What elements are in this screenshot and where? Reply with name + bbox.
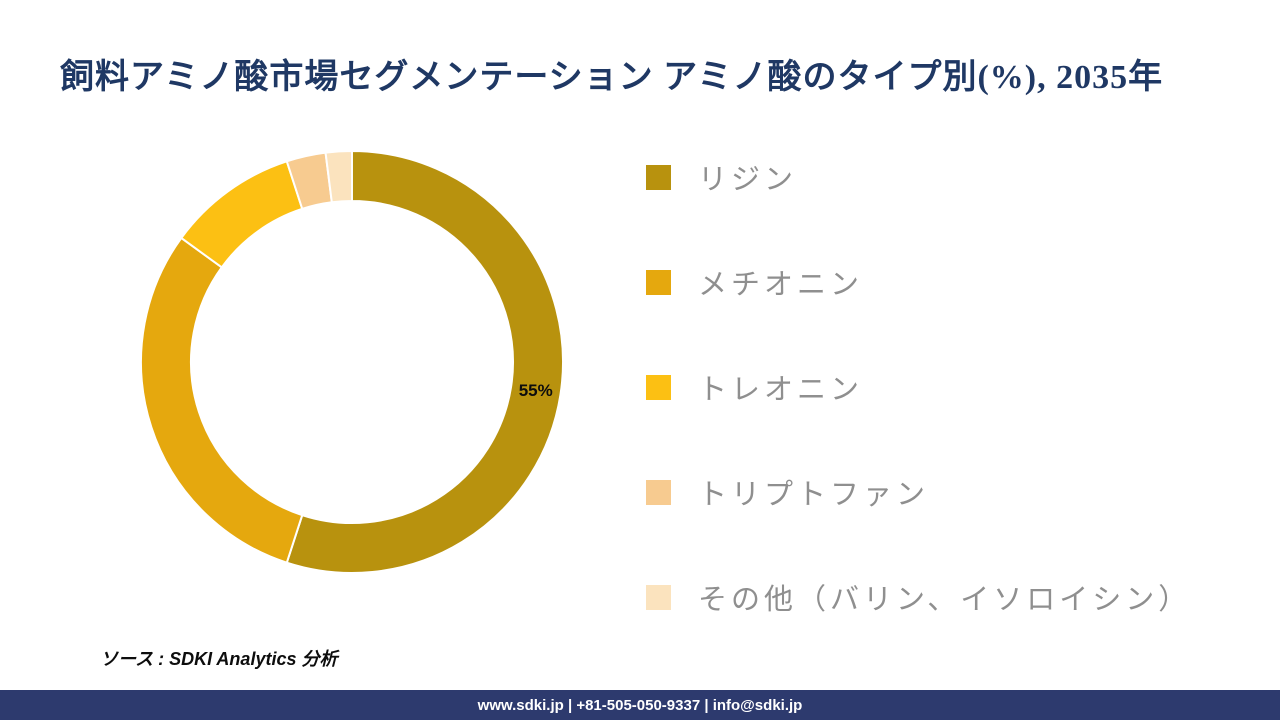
- legend-item-tryptophan: トリプトファン: [646, 471, 1191, 513]
- legend-label: その他（バリン、イソロイシン）: [698, 584, 1192, 616]
- legend-item-threonine: トレオニン: [646, 366, 1191, 408]
- legend-swatch-others-icon: [646, 584, 671, 610]
- legend-label: リジン: [698, 164, 798, 196]
- legend-item-lysine: リジン: [646, 156, 1191, 198]
- slice-data-label: 55%: [518, 381, 553, 401]
- legend-label: トリプトファン: [698, 479, 930, 511]
- donut-segment-1: [285, 149, 564, 574]
- footer-contact-text: www.sdki.jp | +81-505-050-9337 | info@sd…: [477, 696, 803, 714]
- legend-swatch-lysine-icon: [646, 164, 671, 190]
- legend-swatch-tryptophan-icon: [646, 479, 671, 505]
- legend-item-others: その他（バリン、イソロイシン）: [646, 576, 1191, 618]
- footer-bar: www.sdki.jp | +81-505-050-9337 | info@sd…: [0, 690, 1280, 720]
- legend-item-methionine: メチオニン: [646, 261, 1191, 303]
- donut-segment-3: [179, 160, 304, 269]
- legend-label: トレオニン: [698, 374, 864, 406]
- legend-swatch-threonine-icon: [646, 374, 671, 400]
- legend-label: メチオニン: [698, 269, 864, 301]
- chart-title: 飼料アミノ酸市場セグメンテーション アミノ酸のタイプ別(%), 2035年: [60, 59, 1164, 96]
- legend-swatch-methionine-icon: [646, 269, 671, 295]
- donut-segment-5: [324, 149, 353, 204]
- source-note: ソース : SDKI Analytics 分析: [100, 649, 338, 669]
- legend: リジン メチオニン トレオニン トリプトファン その他（バリン、イソロイシン）: [646, 156, 1191, 618]
- donut-segment-2: [139, 236, 304, 564]
